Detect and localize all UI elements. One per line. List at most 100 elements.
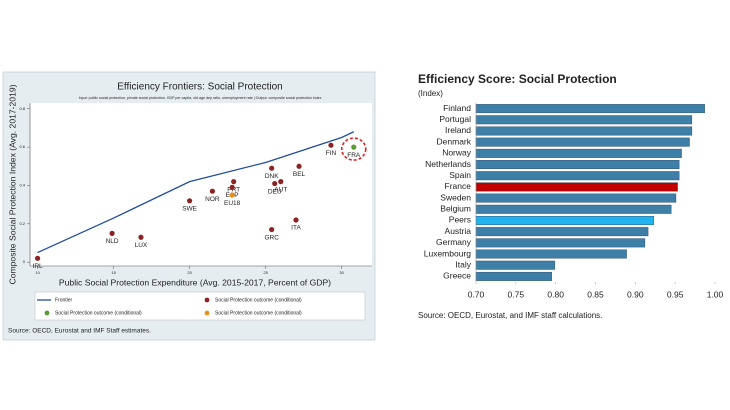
legend-box xyxy=(34,291,366,321)
data-point xyxy=(296,163,302,169)
data-point xyxy=(109,230,115,236)
x-tick-label: 0.95 xyxy=(667,289,684,299)
x-tick-label: 0.80 xyxy=(547,289,564,299)
bar xyxy=(475,227,649,237)
bar xyxy=(475,182,678,192)
y-tick-label: 0.2 xyxy=(19,221,25,226)
bar xyxy=(475,193,677,203)
legend-swatch xyxy=(44,310,50,316)
bar xyxy=(475,148,682,158)
legend-label: Frontier xyxy=(55,297,73,303)
chart-title: Efficiency Frontiers: Social Protection xyxy=(117,82,282,93)
point-label: DNK xyxy=(265,173,279,180)
bar xyxy=(475,126,693,136)
chart-title: Efficiency Score: Social Protection xyxy=(418,72,617,86)
chart-subtitle: (Index) xyxy=(418,89,443,98)
y-tick-label: 0.8 xyxy=(19,106,25,111)
x-tick-label: 0.75 xyxy=(508,289,525,299)
category-label: Luxembourg xyxy=(424,248,472,258)
x-tick-label: 25 xyxy=(263,270,268,275)
data-point xyxy=(269,165,275,171)
point-label: NOR xyxy=(205,196,220,203)
x-tick-label: 10 xyxy=(35,270,40,275)
point-label: AUT xyxy=(274,186,287,193)
y-tick-label: 0 xyxy=(23,259,26,264)
data-point xyxy=(351,144,357,150)
data-point xyxy=(229,192,235,198)
data-point xyxy=(272,180,278,187)
point-label: GRC xyxy=(264,234,279,241)
point-label: IRL xyxy=(33,263,44,270)
point-label: ITA xyxy=(291,225,301,232)
data-point xyxy=(293,217,299,223)
bar xyxy=(475,171,680,181)
category-label: Spain xyxy=(449,170,471,180)
x-tick-label: 0.70 xyxy=(468,289,485,299)
x-tick-label: 0.85 xyxy=(587,289,604,299)
data-point xyxy=(328,142,334,148)
category-label: Italy xyxy=(455,259,471,269)
x-tick-label: 15 xyxy=(111,270,116,275)
source-note: Source: OECD, Eurostat and IMF Staff est… xyxy=(8,328,151,335)
legend-swatch xyxy=(204,297,210,303)
x-axis-label: Public Social Protection Expenditure (Av… xyxy=(59,277,331,287)
y-tick-label: 0.4 xyxy=(19,183,25,188)
category-label: Denmark xyxy=(437,136,472,146)
category-label: Finland xyxy=(443,103,471,113)
x-tick-label: 30 xyxy=(339,270,344,275)
source-note: Source: OECD, Eurostat, and IMF staff ca… xyxy=(418,311,602,320)
x-tick-label: 0.90 xyxy=(627,289,644,299)
chart-subtitle: Input: public social protection, private… xyxy=(79,96,322,100)
bar xyxy=(475,216,654,225)
data-point xyxy=(229,184,235,190)
data-point xyxy=(269,226,275,233)
bar xyxy=(475,260,556,270)
category-label: Germany xyxy=(436,237,472,247)
category-label: Portugal xyxy=(439,114,471,124)
point-label: BEL xyxy=(293,171,306,178)
bar xyxy=(475,160,680,169)
bar xyxy=(475,115,693,125)
category-label: Austria xyxy=(445,226,472,236)
category-label: Norway xyxy=(442,148,472,158)
x-tick-label: 20 xyxy=(187,270,192,275)
category-label: Belgium xyxy=(440,204,471,214)
category-label: Sweden xyxy=(440,192,471,202)
bar xyxy=(475,271,552,281)
point-label: PRT xyxy=(227,186,240,193)
category-label: Netherlands xyxy=(425,159,471,169)
legend-label: Social Protection outcome (conditional) xyxy=(215,297,302,303)
data-point xyxy=(187,198,193,204)
category-label: Ireland xyxy=(445,125,471,135)
point-label: EU18 xyxy=(224,200,241,207)
point-label: SWE xyxy=(182,206,197,213)
bar xyxy=(475,204,672,214)
point-label: DEU xyxy=(268,188,282,195)
legend-label: Social Protection outcome (conditional) xyxy=(215,310,302,316)
bar xyxy=(475,137,690,147)
point-label: FRA xyxy=(347,152,361,159)
category-label: France xyxy=(445,181,472,191)
highlight-ring xyxy=(340,137,367,161)
category-label: Peers xyxy=(449,215,471,225)
y-axis-label: Composite Social Protection Index (Avg. … xyxy=(7,84,17,284)
frontier-line xyxy=(37,131,355,254)
legend-swatch xyxy=(204,310,210,316)
legend-label: Social Protection outcome (conditional) xyxy=(55,310,142,316)
data-point xyxy=(209,188,215,194)
data-point xyxy=(138,234,144,240)
data-point xyxy=(278,179,284,185)
data-point xyxy=(231,179,237,185)
point-label: LUX xyxy=(135,242,148,249)
point-label: FIN xyxy=(326,150,337,157)
category-label: Greece xyxy=(443,271,471,281)
plot-area xyxy=(30,103,372,266)
x-tick-label: 1.00 xyxy=(707,289,724,299)
point-label: NLD xyxy=(106,238,119,245)
bar xyxy=(475,104,705,114)
y-tick-label: 0.6 xyxy=(19,144,25,149)
data-point xyxy=(35,255,41,261)
bar xyxy=(475,238,646,248)
